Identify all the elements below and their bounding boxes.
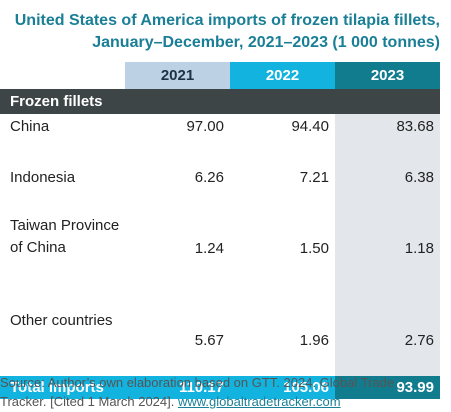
header-row: 2021 2022 2023 — [0, 62, 440, 89]
source-text: Source: Author’s own elaboration based o… — [0, 375, 395, 409]
table-row-other-countries: Other countries 5.67 1.96 2.76 — [0, 308, 440, 376]
cell-indonesia-2021: 6.26 — [125, 165, 230, 213]
cell-taiwan-2023: 1.18 — [335, 213, 440, 308]
section-label: Frozen fillets — [0, 89, 440, 114]
total-label: Total imports — [0, 376, 125, 399]
row-label-china: China — [0, 114, 125, 165]
total-row: Total imports 110.17 105.06 93.99 — [0, 376, 440, 399]
cell-other-2023: 2.76 — [335, 308, 440, 376]
table-row-china: China 97.00 94.40 83.68 — [0, 114, 440, 165]
section-row: Frozen fillets — [0, 89, 440, 114]
cell-taiwan-2021: 1.24 — [125, 213, 230, 308]
column-header-2021: 2021 — [125, 62, 230, 89]
cell-china-2022: 94.40 — [230, 114, 335, 165]
cell-other-2021: 5.67 — [125, 308, 230, 376]
total-2022: 105.06 — [230, 376, 335, 399]
cell-indonesia-2023: 6.38 — [335, 165, 440, 213]
cell-other-2022: 1.96 — [230, 308, 335, 376]
header-blank-cell — [0, 62, 125, 89]
table-row-indonesia: Indonesia 6.26 7.21 6.38 — [0, 165, 440, 213]
table-row-taiwan: Taiwan Province of China 1.24 1.50 1.18 — [0, 213, 440, 308]
total-2021: 110.17 — [125, 376, 230, 399]
column-header-2022: 2022 — [230, 62, 335, 89]
row-label-indonesia: Indonesia — [0, 165, 125, 213]
table-title: United States of America imports of froz… — [0, 10, 440, 54]
cell-china-2021: 97.00 — [125, 114, 230, 165]
title-line-1: United States of America imports of froz… — [14, 12, 440, 29]
cell-indonesia-2022: 7.21 — [230, 165, 335, 213]
row-label-taiwan: Taiwan Province of China — [0, 213, 125, 308]
source-link[interactable]: www.globaltradetracker.com — [177, 394, 341, 409]
row-label-other-countries: Other countries — [0, 308, 125, 376]
cell-china-2023: 83.68 — [335, 114, 440, 165]
imports-table: 2021 2022 2023 Frozen fillets China 97.0… — [0, 62, 440, 399]
column-header-2023: 2023 — [335, 62, 440, 89]
source-note: Source: Author’s own elaboration based o… — [0, 373, 440, 411]
title-line-2: January–December, 2021–2023 (1 000 tonne… — [92, 34, 440, 51]
total-2023: 93.99 — [335, 376, 440, 399]
cell-taiwan-2022: 1.50 — [230, 213, 335, 308]
